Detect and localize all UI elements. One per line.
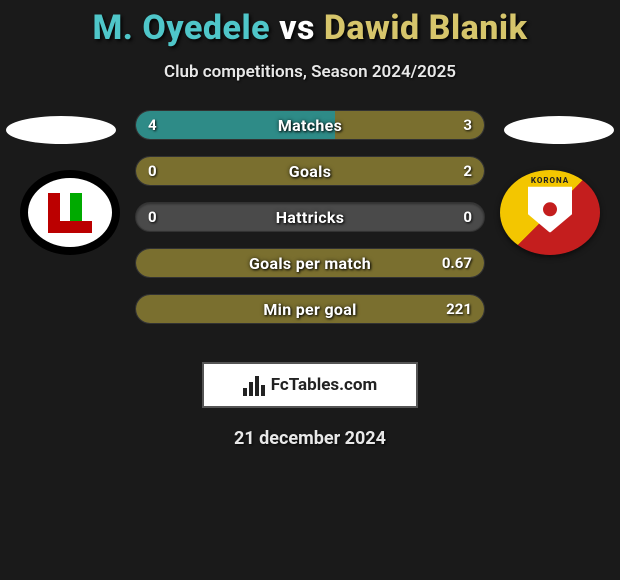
stat-bar: Matches4 3 xyxy=(135,110,485,140)
player1-club-badge xyxy=(20,170,120,255)
stat-value-p2: 3 xyxy=(463,111,472,139)
korona-badge-icon: KORONA xyxy=(500,170,600,255)
vs-text: vs xyxy=(279,8,315,48)
stat-value-p1: 4 xyxy=(148,111,157,139)
stat-label: Matches xyxy=(136,111,484,139)
stat-label: Hattricks xyxy=(136,203,484,231)
stats-bars: Matches43Goals02Hattricks00Goals per mat… xyxy=(135,110,485,340)
comparison-subtitle: Club competitions, Season 2024/2025 xyxy=(0,62,620,82)
stat-value-p2: 221 xyxy=(446,295,472,323)
stat-bar: Min per goal221 xyxy=(135,294,485,324)
fctables-icon xyxy=(243,374,265,396)
stat-label: Goals xyxy=(136,157,484,185)
player1-country-oval xyxy=(6,116,116,144)
stat-label: Goals per match xyxy=(136,249,484,277)
comparison-title: M. Oyedele vs Dawid Blanik xyxy=(0,0,620,48)
stat-bar: Goals0 2 xyxy=(135,156,485,186)
legia-badge-icon xyxy=(20,170,120,255)
brand-text: FcTables.com xyxy=(271,375,377,395)
player2-country-oval xyxy=(504,116,614,144)
stat-value-p1: 0 xyxy=(148,203,157,231)
stat-bar: Hattricks0 0 xyxy=(135,202,485,232)
stat-value-p2: 0.67 xyxy=(442,249,472,277)
brand-box[interactable]: FcTables.com xyxy=(202,362,418,408)
stat-bar: Goals per match0.67 xyxy=(135,248,485,278)
player1-name: M. Oyedele xyxy=(93,8,271,48)
player2-club-badge: KORONA xyxy=(500,170,600,255)
stat-value-p2: 0 xyxy=(463,203,472,231)
stat-value-p2: 2 xyxy=(463,157,472,185)
stat-value-p1: 0 xyxy=(148,157,157,185)
comparison-date: 21 december 2024 xyxy=(0,428,620,449)
stat-label: Min per goal xyxy=(136,295,484,323)
comparison-content: KORONA Matches43Goals02Hattricks00Goals … xyxy=(0,110,620,340)
player2-name: Dawid Blanik xyxy=(324,8,528,48)
